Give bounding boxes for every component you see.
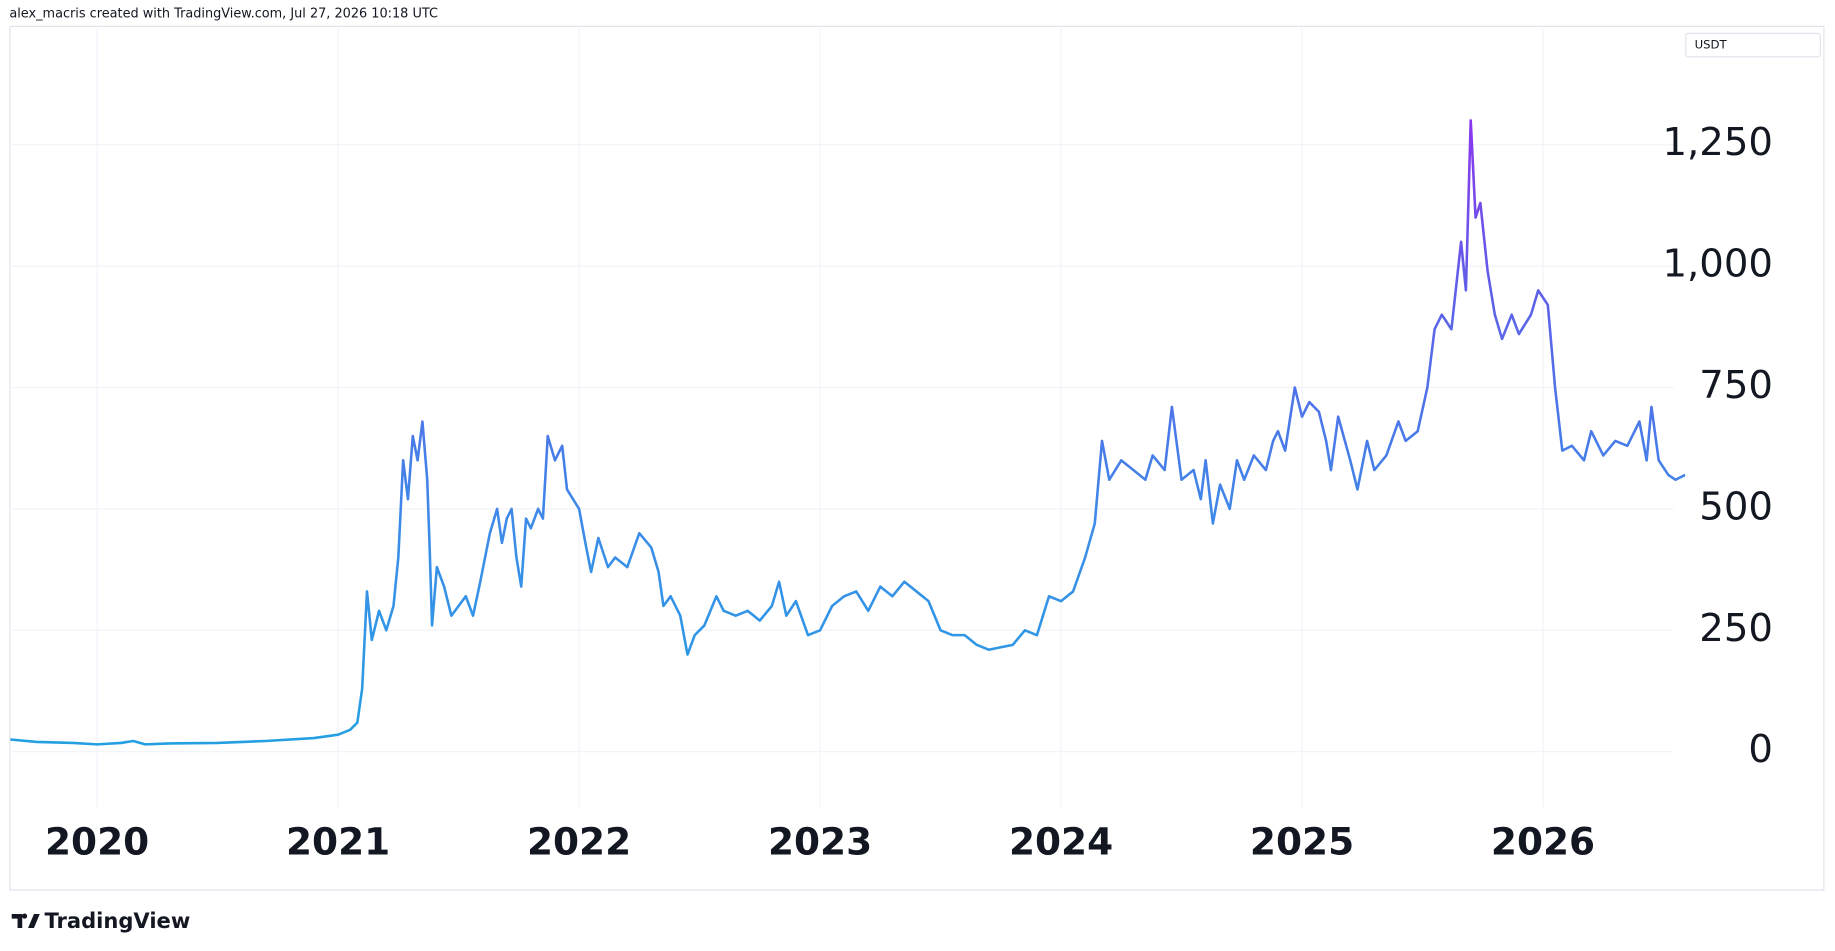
currency-label[interactable]: USDT: [1695, 38, 1728, 52]
y-tick-label: 0: [1748, 727, 1773, 772]
y-tick-label: 750: [1699, 363, 1773, 408]
x-tick-label: 2021: [286, 819, 390, 863]
x-tick-label: 2024: [1009, 819, 1113, 863]
y-tick-label: 250: [1699, 606, 1773, 651]
price-line: [10, 119, 1686, 746]
header: alex_macris created with TradingView.com…: [9, 7, 438, 22]
x-tick-label: 2020: [45, 819, 149, 863]
logo-icon: [11, 913, 40, 929]
y-tick-label: 500: [1699, 484, 1773, 529]
y-tick-label: 1,250: [1662, 120, 1773, 165]
x-tick-label: 2025: [1250, 819, 1354, 863]
plot: [10, 119, 1686, 746]
grid: [9, 25, 1674, 808]
chart-frame: [9, 25, 1825, 891]
brand-logo: TradingView: [11, 908, 190, 933]
brand-name: TradingView: [44, 908, 190, 933]
x-tick-label: 2026: [1491, 819, 1595, 863]
currency-box[interactable]: [1685, 32, 1821, 58]
y-tick-label: 1,000: [1662, 242, 1773, 287]
x-tick-label: 2022: [527, 819, 631, 863]
axis-labels: 0 250 500 750 1,000 1,250 2020 2021 2022 2023 2024…: [45, 120, 1773, 863]
x-tick-label: 2023: [768, 819, 872, 863]
